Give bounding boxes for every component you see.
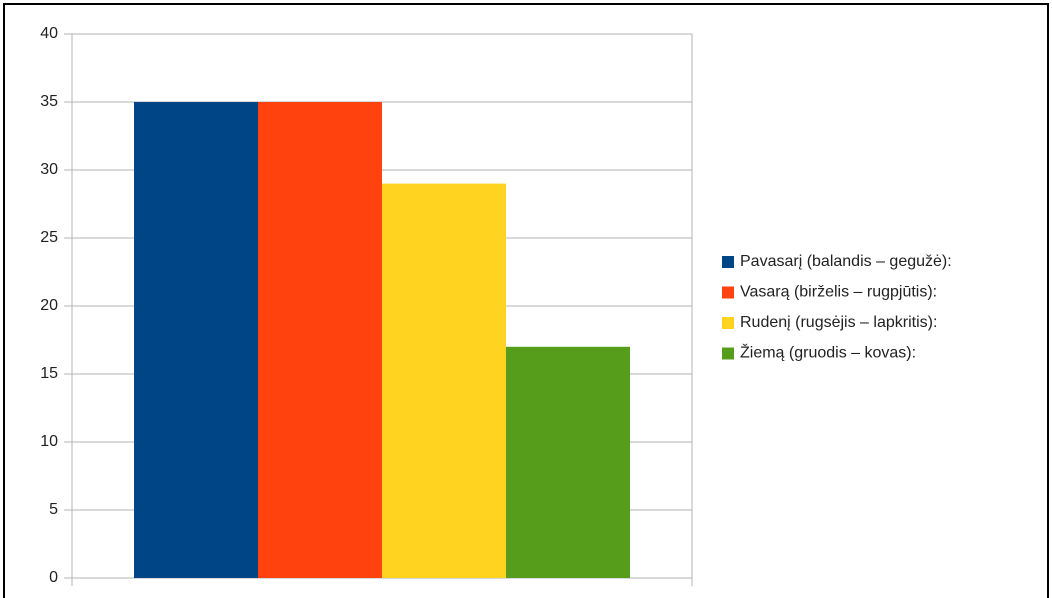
bar (258, 102, 382, 578)
legend-label: Rudenį (rugsėjis – lapkritis): (740, 314, 937, 331)
legend-swatch (722, 286, 734, 299)
y-tick-label: 30 (40, 161, 58, 178)
legend-swatch (722, 317, 734, 329)
legend-label: Vasarą (birželis – rugpjūtis): (740, 284, 937, 301)
bar (382, 183, 506, 578)
legend-label: Pavasarį (balandis – gegužė): (740, 253, 952, 270)
y-tick-label: 25 (40, 229, 58, 246)
bar (506, 346, 630, 578)
y-tick-label: 20 (40, 297, 58, 314)
legend-swatch (722, 256, 734, 268)
y-tick-label: 35 (40, 93, 58, 110)
y-tick-label: 5 (49, 501, 58, 518)
y-tick-label: 15 (40, 365, 58, 382)
legend-swatch (722, 347, 734, 360)
bar (134, 102, 258, 578)
legend-label: Žiemą (gruodis – kovas): (740, 343, 916, 362)
y-tick-label: 40 (40, 25, 58, 42)
y-tick-label: 0 (49, 569, 58, 586)
y-tick-label: 10 (40, 433, 58, 450)
